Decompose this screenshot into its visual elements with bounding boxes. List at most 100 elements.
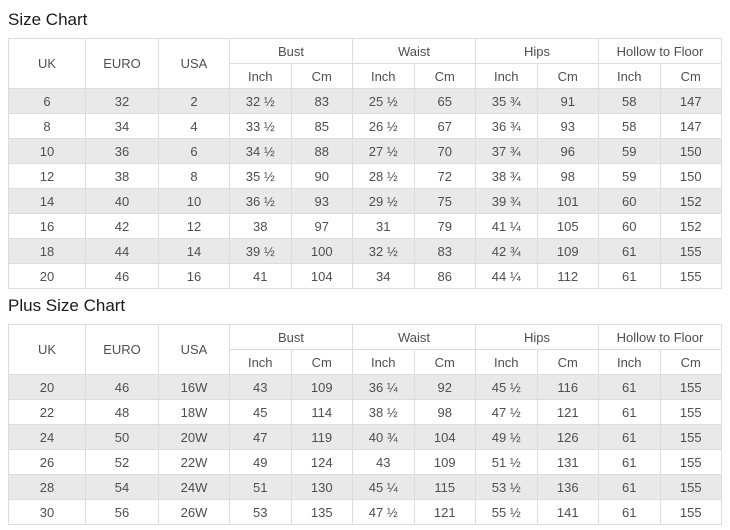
table-cell: 45 ½	[475, 374, 538, 400]
table-cell: 40 ¾	[352, 424, 415, 450]
col-header-hips: Hips	[475, 324, 599, 350]
col-header-hollow-to-floor: Hollow to Floor	[598, 324, 722, 350]
table-cell: 85	[290, 113, 353, 139]
table-cell: 83	[290, 88, 353, 114]
col-header-waist: Waist	[352, 38, 476, 64]
col-header-usa: USA	[158, 324, 230, 375]
table-cell: 155	[659, 424, 722, 450]
table-cell: 121	[536, 399, 599, 425]
col-header-bust: Bust	[229, 324, 353, 350]
table-cell: 116	[536, 374, 599, 400]
table-cell: 155	[659, 374, 722, 400]
table-cell: 53 ½	[475, 474, 538, 500]
table-row: 14 40 10 36 ½ 93 29 ½ 75 39 ¾ 101 60 152	[8, 188, 722, 214]
table-cell: 100	[290, 238, 353, 264]
table-cell: 155	[659, 399, 722, 425]
table-cell: 135	[290, 499, 353, 525]
table-cell: 34 ½	[229, 138, 292, 164]
table-cell: 93	[290, 188, 353, 214]
table-cell: 155	[659, 474, 722, 500]
col-header-bust-inch: Inch	[229, 63, 292, 89]
table-cell: 48	[85, 399, 159, 425]
col-header-hips-inch: Inch	[475, 63, 538, 89]
table-cell: 150	[659, 163, 722, 189]
table-cell: 33 ½	[229, 113, 292, 139]
table-cell: 97	[290, 213, 353, 239]
header-row-groups: UK EURO USA Bust Waist Hips Hollow to Fl…	[8, 324, 722, 375]
table-cell: 38	[85, 163, 159, 189]
table-row: 24 50 20W 47 119 40 ¾ 104 49 ½ 126 61 155	[8, 424, 722, 450]
size-chart-page: Size Chart UK EURO USA Bust Waist Hips H…	[8, 10, 722, 525]
table-cell: 50	[85, 424, 159, 450]
table-row: 8 34 4 33 ½ 85 26 ½ 67 36 ¾ 93 58 147	[8, 113, 722, 139]
table-cell: 43	[229, 374, 292, 400]
table-cell: 36 ¾	[475, 113, 538, 139]
table-row: 12 38 8 35 ½ 90 28 ½ 72 38 ¾ 98 59 150	[8, 163, 722, 189]
table-cell: 61	[598, 399, 661, 425]
table-cell: 75	[413, 188, 476, 214]
table-cell: 31	[352, 213, 415, 239]
table-cell: 109	[536, 238, 599, 264]
table-cell: 8	[158, 163, 230, 189]
col-header-hollow-cm: Cm	[659, 63, 722, 89]
table-cell: 141	[536, 499, 599, 525]
table-cell: 91	[536, 88, 599, 114]
table-cell: 27 ½	[352, 138, 415, 164]
table-cell: 155	[659, 238, 722, 264]
table-cell: 61	[598, 424, 661, 450]
col-header-bust-cm: Cm	[290, 349, 353, 375]
table-cell: 38 ½	[352, 399, 415, 425]
table-cell: 34	[352, 263, 415, 289]
table-cell: 25 ½	[352, 88, 415, 114]
table-cell: 16	[158, 263, 230, 289]
table-cell: 51 ½	[475, 449, 538, 475]
table-cell: 59	[598, 163, 661, 189]
col-header-hips-cm: Cm	[536, 63, 599, 89]
table-cell: 58	[598, 113, 661, 139]
table-cell: 88	[290, 138, 353, 164]
table-cell: 79	[413, 213, 476, 239]
col-header-uk: UK	[8, 324, 86, 375]
col-header-euro: EURO	[85, 324, 159, 375]
table-cell: 28	[8, 474, 86, 500]
table-cell: 46	[85, 374, 159, 400]
table-cell: 155	[659, 499, 722, 525]
table-cell: 54	[85, 474, 159, 500]
table-row: 30 56 26W 53 135 47 ½ 121 55 ½ 141 61 155	[8, 499, 722, 525]
table-cell: 6	[8, 88, 86, 114]
table-cell: 67	[413, 113, 476, 139]
table-cell: 96	[536, 138, 599, 164]
table-cell: 60	[598, 213, 661, 239]
table-cell: 10	[158, 188, 230, 214]
table-cell: 22W	[158, 449, 230, 475]
table-cell: 38 ¾	[475, 163, 538, 189]
col-header-hips-inch: Inch	[475, 349, 538, 375]
col-header-waist-inch: Inch	[352, 63, 415, 89]
col-header-uk: UK	[8, 38, 86, 89]
size-chart-table: UK EURO USA Bust Waist Hips Hollow to Fl…	[8, 38, 722, 289]
table-cell: 16	[8, 213, 86, 239]
table-cell: 119	[290, 424, 353, 450]
table-cell: 45 ¼	[352, 474, 415, 500]
table-cell: 136	[536, 474, 599, 500]
col-header-waist-cm: Cm	[413, 63, 476, 89]
table-cell: 155	[659, 449, 722, 475]
table-cell: 26 ½	[352, 113, 415, 139]
table-cell: 61	[598, 238, 661, 264]
col-header-usa: USA	[158, 38, 230, 89]
table-cell: 22	[8, 399, 86, 425]
table-cell: 42	[85, 213, 159, 239]
table-cell: 121	[413, 499, 476, 525]
plus-size-chart-title: Plus Size Chart	[8, 296, 126, 315]
table-cell: 83	[413, 238, 476, 264]
table-cell: 49 ½	[475, 424, 538, 450]
col-header-hollow-inch: Inch	[598, 349, 661, 375]
table-cell: 14	[8, 188, 86, 214]
table-cell: 124	[290, 449, 353, 475]
col-header-bust: Bust	[229, 38, 353, 64]
table-cell: 39 ½	[229, 238, 292, 264]
table-cell: 8	[8, 113, 86, 139]
table-cell: 2	[158, 88, 230, 114]
size-chart-header: UK EURO USA Bust Waist Hips Hollow to Fl…	[8, 38, 722, 89]
col-header-hips-cm: Cm	[536, 349, 599, 375]
